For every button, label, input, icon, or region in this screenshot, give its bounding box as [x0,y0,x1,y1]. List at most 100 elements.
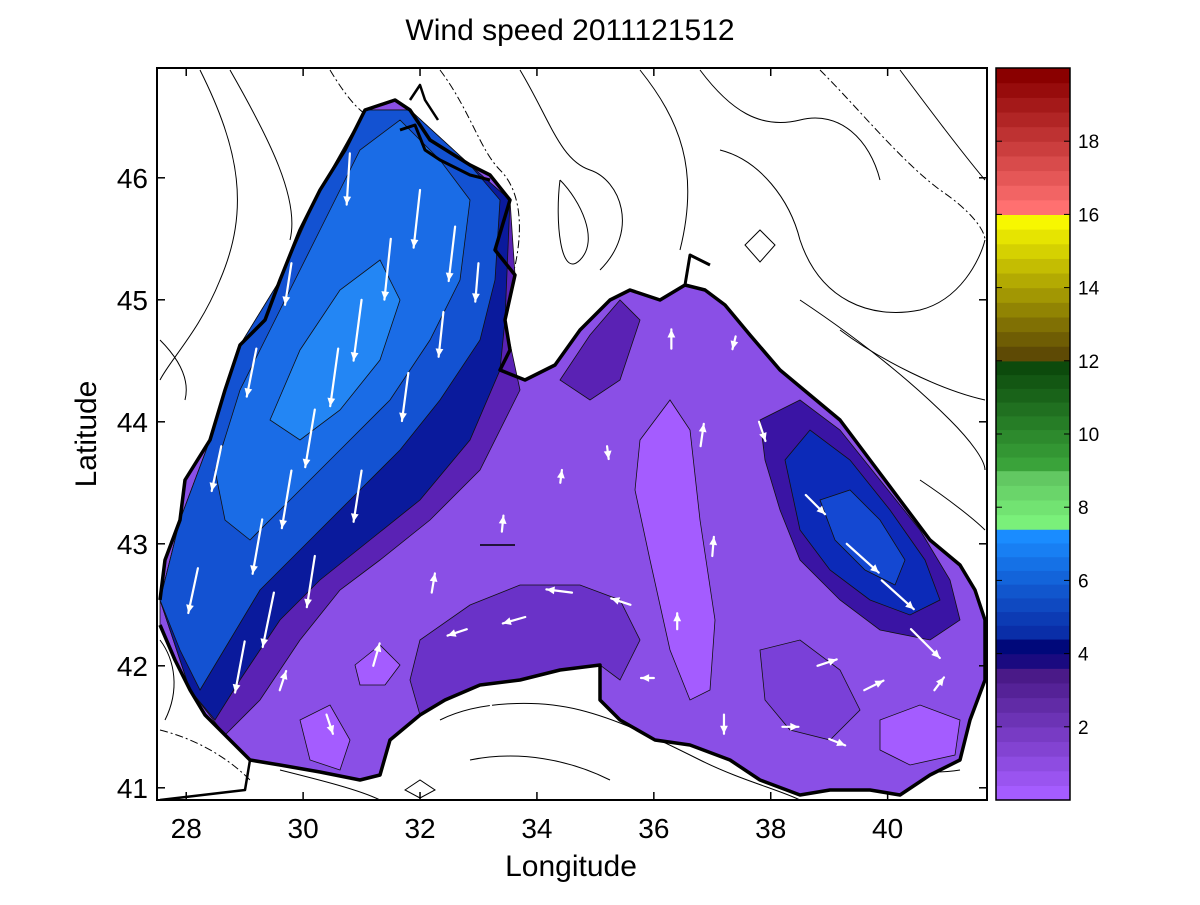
colorbar-level [996,185,1070,201]
wind-arrow [410,188,422,249]
colorbar-level [996,741,1070,757]
colorbar-level [996,456,1070,472]
y-tick-label: 41 [117,773,148,804]
x-axis-ticks: 28 30 32 34 36 38 40 [171,68,903,844]
colorbar-level [996,97,1070,113]
wind-arrow [372,642,382,667]
wind-arrow [435,310,445,358]
colorbar-level [996,443,1070,458]
y-tick-label: 43 [117,529,148,560]
colorbar [996,68,1070,801]
y-axis-ticks: 41 42 43 44 45 46 [117,163,987,804]
colorbar-level [996,316,1070,333]
wind-arrow [610,597,632,606]
colorbar-level [996,111,1070,128]
colorbar-tick-label: 16 [1078,205,1099,226]
wind-arrow [278,669,288,692]
eastern-jet-core [819,489,906,586]
wind-arrow [472,262,480,303]
wind-arrow [828,737,847,747]
colorbar-level [996,155,1070,172]
y-axis-label: Latitude [70,381,103,488]
colorbar-tick-label: 8 [1078,498,1089,519]
wind-arrow [487,701,496,717]
colorbar-level [996,214,1070,230]
colorbar-tick-label: 10 [1078,425,1099,446]
wind-arrow [863,679,885,692]
colorbar-level [996,625,1070,640]
wind-arrow [501,615,527,625]
wind-arrow [909,628,941,660]
x-axis-label: Longitude [505,850,637,883]
colorbar-level [996,485,1070,501]
wind-arrow [250,518,264,575]
colorbar-level [996,302,1070,318]
wind-arrow [545,586,574,595]
y-tick-label: 46 [117,163,148,194]
wind-arrow [730,335,739,351]
x-tick-label: 38 [755,813,786,844]
wind-arrow [446,628,468,637]
colorbar-level [996,726,1070,743]
colorbar-level [996,697,1070,713]
colorbar-level [996,570,1070,585]
wind-arrow [757,420,767,443]
colorbar-ticks: 2 4 6 8 10 12 14 16 18 [996,132,1100,739]
colorbar-level [996,415,1070,431]
colorbar-level [996,499,1070,516]
wind-arrow [781,722,800,731]
wind-arrow [327,347,340,408]
colorbar-level [996,141,1070,157]
wind-arrow [186,567,200,615]
wind-arrow [232,640,246,694]
colorbar-level [996,126,1070,142]
wind-arrow [845,542,880,574]
wind-vectors [186,152,946,747]
wind-arrow [209,445,223,493]
wind-arrow [350,298,363,362]
y-tick-label: 45 [117,285,148,316]
wind-arrow [381,237,392,301]
wind-arrow [557,468,565,484]
colorbar-level [996,542,1070,558]
wind-arrow [816,658,838,667]
colorbar-tick-label: 6 [1078,571,1089,592]
wind-arrow [279,469,293,530]
figure-title: Wind speed 2011121512 [405,14,734,47]
colorbar-level [996,374,1070,389]
wind-arrow [639,674,655,682]
colorbar-level [996,388,1070,403]
purple-ridge-north [559,299,641,401]
x-tick-label: 34 [521,813,552,844]
colorbar-level [996,360,1070,376]
x-tick-label: 40 [872,813,903,844]
wind-arrow [720,713,728,735]
wind-arrow [260,591,276,649]
colorbar-level [996,346,1070,362]
colorbar-level [996,597,1070,613]
map-axes-frame [156,67,988,801]
calm-pocket-se [879,704,961,766]
colorbar-level [996,638,1070,655]
colorbar-level [996,653,1070,669]
coastline [158,83,987,800]
wind-arrow [244,347,258,398]
wind-arrow [568,713,576,732]
colorbar-level [996,785,1070,801]
colorbar-level [996,770,1070,786]
colorbar-level [996,258,1070,274]
calm-pocket-sw [299,704,351,771]
colorbar-level [996,668,1070,684]
wind-arrow [709,535,718,558]
wind-arrow [804,493,827,516]
wind-arrow [304,554,316,609]
wind-arrow [603,445,612,461]
colorbar-level [996,470,1070,486]
wind-arrow [343,152,352,206]
colorbar-level [996,170,1070,186]
colorbar-level [996,556,1070,571]
y-tick-label: 44 [117,407,148,438]
wind-arrow [673,612,682,631]
colorbar-level [996,272,1070,289]
